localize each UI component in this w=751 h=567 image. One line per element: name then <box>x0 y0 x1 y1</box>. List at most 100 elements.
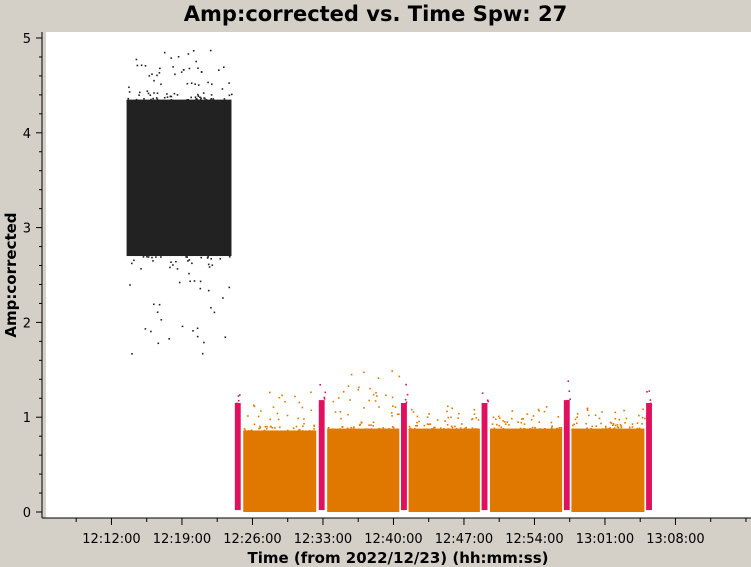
data-point <box>369 387 371 390</box>
data-point <box>199 287 202 290</box>
data-point <box>539 428 542 431</box>
data-point <box>257 415 260 418</box>
data-point <box>199 96 201 98</box>
data-point <box>271 427 274 429</box>
data-point <box>219 258 222 260</box>
data-point <box>425 428 428 431</box>
data-point <box>436 428 439 431</box>
data-point <box>491 428 494 431</box>
data-point <box>311 430 314 432</box>
data-point <box>298 429 301 431</box>
data-point <box>424 428 427 431</box>
data-point <box>193 280 196 282</box>
data-point <box>197 93 199 96</box>
data-point <box>527 428 529 431</box>
data-point <box>574 418 577 421</box>
data-point <box>644 417 646 420</box>
data-point <box>468 428 471 431</box>
data-point <box>396 428 398 431</box>
data-point <box>223 66 225 68</box>
data-point <box>473 408 476 411</box>
data-point <box>128 86 130 89</box>
data-point <box>194 83 196 85</box>
data-point <box>617 426 620 429</box>
data-point <box>567 380 570 382</box>
data-point <box>332 400 335 403</box>
data-point <box>620 428 622 431</box>
data-point <box>170 99 172 101</box>
data-point <box>642 408 644 411</box>
data-point <box>235 402 237 405</box>
series-2 <box>243 370 646 512</box>
data-point <box>506 421 509 423</box>
data-point <box>414 424 417 427</box>
data-point <box>590 428 592 430</box>
data-point <box>186 99 188 101</box>
data-point <box>146 256 148 258</box>
x-tick-label: 12:54:00 <box>505 532 563 547</box>
data-point <box>517 421 519 423</box>
data-point <box>210 98 213 100</box>
data-point <box>601 428 603 430</box>
data-point <box>269 391 271 394</box>
data-point <box>615 428 618 431</box>
y-tick-label: 2 <box>23 316 31 331</box>
data-point <box>150 98 152 101</box>
data-point <box>538 421 541 423</box>
data-point <box>649 402 652 405</box>
data-point <box>391 370 393 372</box>
data-point <box>131 262 133 265</box>
data-point <box>210 94 213 96</box>
data-point <box>609 421 612 424</box>
data-point <box>323 396 326 399</box>
data-point <box>259 425 261 428</box>
data-point <box>607 428 609 430</box>
data-point <box>151 73 153 75</box>
data-point <box>176 94 179 96</box>
data-point <box>190 96 192 99</box>
data-point <box>649 399 652 401</box>
data-point <box>149 94 152 96</box>
data-point <box>253 404 255 407</box>
data-point <box>197 84 200 86</box>
data-point <box>474 428 476 430</box>
data-point <box>310 409 313 412</box>
data-point <box>557 428 559 430</box>
data-point <box>523 423 526 425</box>
data-point <box>504 421 506 423</box>
data-point <box>319 384 321 386</box>
data-point <box>439 427 442 429</box>
data-point <box>446 410 448 413</box>
data-point <box>484 403 486 405</box>
data-point <box>385 394 387 397</box>
data-point <box>542 428 545 431</box>
data-point <box>613 427 616 429</box>
data-point <box>595 425 597 427</box>
data-point <box>218 69 220 71</box>
data-point <box>313 430 316 432</box>
x-tick-label: 13:08:00 <box>646 532 704 547</box>
data-point <box>608 428 610 430</box>
data-point <box>600 422 602 425</box>
data-point <box>428 413 430 415</box>
data-point <box>619 423 622 426</box>
data-point <box>358 424 361 426</box>
data-point <box>194 96 197 98</box>
data-point <box>139 91 141 94</box>
y-tick-label: 4 <box>23 127 31 142</box>
data-point <box>584 428 587 431</box>
y-tick-label: 5 <box>23 32 31 47</box>
data-point <box>133 259 135 262</box>
data-point <box>410 428 412 430</box>
data-point <box>270 426 272 428</box>
data-point <box>181 325 184 328</box>
data-point <box>310 391 312 394</box>
data-point <box>166 93 168 95</box>
data-point <box>368 424 370 426</box>
data-point <box>614 417 617 420</box>
data-point <box>628 428 631 431</box>
data-point <box>349 399 351 401</box>
data-point <box>180 71 183 73</box>
y-tick-label: 3 <box>23 222 31 237</box>
point-cluster <box>234 402 241 511</box>
